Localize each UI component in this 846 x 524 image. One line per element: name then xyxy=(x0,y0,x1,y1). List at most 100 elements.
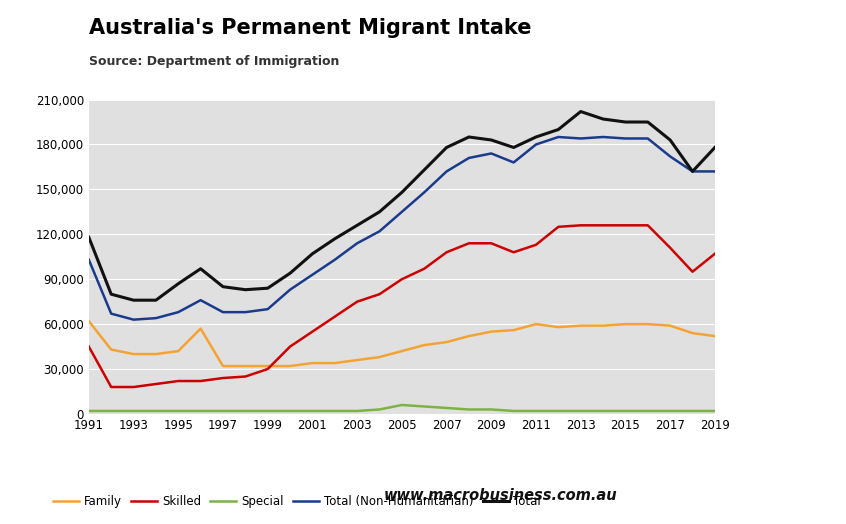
Total xyxy=(285,270,295,276)
Total (Non-Humanitarian) xyxy=(240,309,250,315)
Skilled xyxy=(486,240,497,246)
Special xyxy=(240,408,250,414)
Text: MACRO: MACRO xyxy=(744,43,813,61)
Skilled xyxy=(688,269,698,275)
Skilled xyxy=(285,343,295,350)
Skilled xyxy=(151,381,161,387)
Family xyxy=(419,342,429,348)
Family xyxy=(643,321,653,328)
Total xyxy=(710,144,720,150)
Special xyxy=(352,408,362,414)
Total (Non-Humanitarian) xyxy=(665,154,675,160)
Total (Non-Humanitarian) xyxy=(173,309,184,315)
Total xyxy=(195,266,206,272)
Total xyxy=(218,283,228,290)
Total (Non-Humanitarian) xyxy=(397,209,407,215)
Special xyxy=(486,406,497,412)
Special xyxy=(643,408,653,414)
Legend: Family, Skilled, Special, Total (Non-Humanitarian), Total: Family, Skilled, Special, Total (Non-Hum… xyxy=(48,490,546,513)
Skilled xyxy=(307,329,317,335)
Family xyxy=(195,325,206,332)
Total (Non-Humanitarian) xyxy=(375,228,385,234)
Special xyxy=(129,408,139,414)
Line: Family: Family xyxy=(89,321,715,366)
Total (Non-Humanitarian) xyxy=(106,311,116,317)
Line: Total: Total xyxy=(89,112,715,300)
Family xyxy=(710,333,720,339)
Skilled xyxy=(643,222,653,228)
Family xyxy=(442,339,452,345)
Special xyxy=(620,408,630,414)
Skilled xyxy=(419,266,429,272)
Total (Non-Humanitarian) xyxy=(129,316,139,323)
Line: Special: Special xyxy=(89,405,715,411)
Special xyxy=(218,408,228,414)
Total xyxy=(240,287,250,293)
Total xyxy=(419,167,429,173)
Skilled xyxy=(710,250,720,257)
Total (Non-Humanitarian) xyxy=(285,287,295,293)
Total xyxy=(397,189,407,195)
Skilled xyxy=(598,222,608,228)
Skilled xyxy=(508,249,519,255)
Line: Skilled: Skilled xyxy=(89,225,715,387)
Total xyxy=(307,250,317,257)
Total xyxy=(106,291,116,297)
Skilled xyxy=(173,378,184,384)
Total xyxy=(643,119,653,125)
Total (Non-Humanitarian) xyxy=(330,257,340,263)
Family xyxy=(620,321,630,328)
Total (Non-Humanitarian) xyxy=(151,315,161,321)
Text: Australia's Permanent Migrant Intake: Australia's Permanent Migrant Intake xyxy=(89,18,531,38)
Family xyxy=(262,363,272,369)
Family xyxy=(397,348,407,354)
Total xyxy=(531,134,541,140)
Total xyxy=(598,116,608,122)
Total xyxy=(330,236,340,242)
Special xyxy=(397,402,407,408)
Total xyxy=(486,137,497,143)
Family xyxy=(285,363,295,369)
Special xyxy=(419,403,429,410)
Special xyxy=(508,408,519,414)
Family xyxy=(84,318,94,324)
Family xyxy=(486,329,497,335)
Total xyxy=(375,209,385,215)
Special xyxy=(442,405,452,411)
Total (Non-Humanitarian) xyxy=(262,306,272,312)
Special xyxy=(665,408,675,414)
Family xyxy=(352,357,362,363)
Family xyxy=(598,322,608,329)
Family xyxy=(665,322,675,329)
Family xyxy=(307,360,317,366)
Total (Non-Humanitarian) xyxy=(688,168,698,174)
Total (Non-Humanitarian) xyxy=(307,271,317,278)
Total (Non-Humanitarian) xyxy=(486,150,497,157)
Total xyxy=(84,234,94,241)
Skilled xyxy=(129,384,139,390)
Total xyxy=(352,222,362,228)
Skilled xyxy=(84,343,94,350)
Skilled xyxy=(553,224,563,230)
Skilled xyxy=(195,378,206,384)
Total (Non-Humanitarian) xyxy=(575,135,585,141)
Family xyxy=(531,321,541,328)
Skilled xyxy=(106,384,116,390)
Skilled xyxy=(262,366,272,372)
Special xyxy=(173,408,184,414)
Text: Source: Department of Immigration: Source: Department of Immigration xyxy=(89,55,339,68)
Total xyxy=(553,126,563,133)
Total (Non-Humanitarian) xyxy=(710,168,720,174)
Skilled xyxy=(442,249,452,255)
Total (Non-Humanitarian) xyxy=(464,155,474,161)
Skilled xyxy=(352,299,362,305)
Total (Non-Humanitarian) xyxy=(620,135,630,141)
Family xyxy=(375,354,385,360)
Total xyxy=(688,168,698,174)
Total xyxy=(151,297,161,303)
Skilled xyxy=(531,242,541,248)
Family xyxy=(688,330,698,336)
Skilled xyxy=(620,222,630,228)
Skilled xyxy=(330,313,340,320)
Special xyxy=(553,408,563,414)
